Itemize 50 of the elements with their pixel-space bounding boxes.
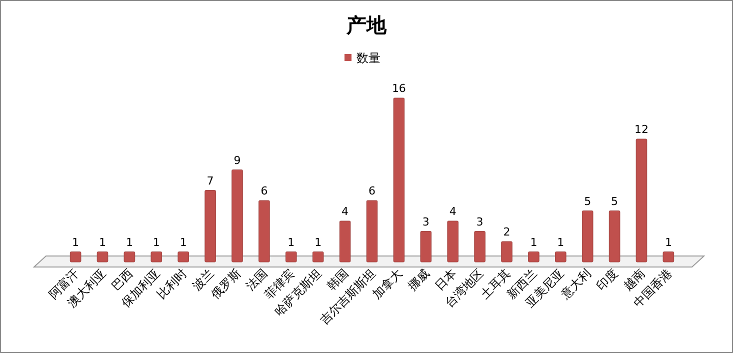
bar xyxy=(366,200,378,262)
bar xyxy=(662,252,674,262)
data-label: 9 xyxy=(234,154,241,167)
bar xyxy=(150,252,162,262)
bar xyxy=(258,200,270,262)
legend-label: 数量 xyxy=(356,51,380,65)
data-label: 1 xyxy=(152,236,160,249)
data-label: 2 xyxy=(503,226,510,238)
bar xyxy=(96,252,108,262)
data-label: 1 xyxy=(530,236,538,249)
bar xyxy=(636,138,648,262)
data-label: 7 xyxy=(206,174,214,188)
bar xyxy=(286,252,297,262)
data-label: 16 xyxy=(392,82,406,95)
data-label: 3 xyxy=(422,215,430,228)
data-label: 1 xyxy=(72,236,80,249)
chart-title: 产地 xyxy=(346,14,388,37)
data-label: 4 xyxy=(449,205,456,218)
bar xyxy=(232,170,243,262)
bar xyxy=(474,231,486,262)
bar xyxy=(582,210,594,262)
data-label: 1 xyxy=(180,236,187,249)
data-label: 5 xyxy=(584,194,592,208)
bar xyxy=(555,252,566,262)
bar xyxy=(608,210,620,262)
bar xyxy=(447,220,458,262)
bar xyxy=(393,98,405,262)
bar xyxy=(420,231,432,262)
bar xyxy=(312,252,324,262)
bar xyxy=(528,252,540,262)
data-label: 1 xyxy=(288,236,295,249)
bar xyxy=(124,252,136,262)
x-tick-label: 挪威 xyxy=(405,266,432,294)
data-label: 3 xyxy=(476,215,484,228)
bar xyxy=(339,220,351,262)
data-label: 1 xyxy=(99,236,106,249)
data-label: 12 xyxy=(634,123,648,136)
data-label: 1 xyxy=(314,236,322,249)
data-label: 1 xyxy=(664,236,672,249)
data-label: 5 xyxy=(611,194,618,208)
bar xyxy=(501,241,512,262)
bar xyxy=(178,252,189,262)
bar xyxy=(204,190,216,262)
data-label: 6 xyxy=(368,184,376,198)
data-label: 1 xyxy=(126,236,133,249)
data-label: 6 xyxy=(260,184,268,198)
data-label: 1 xyxy=(557,236,564,249)
data-label: 4 xyxy=(342,205,349,218)
bar xyxy=(70,252,82,262)
x-tick-label: 印度 xyxy=(594,266,621,294)
